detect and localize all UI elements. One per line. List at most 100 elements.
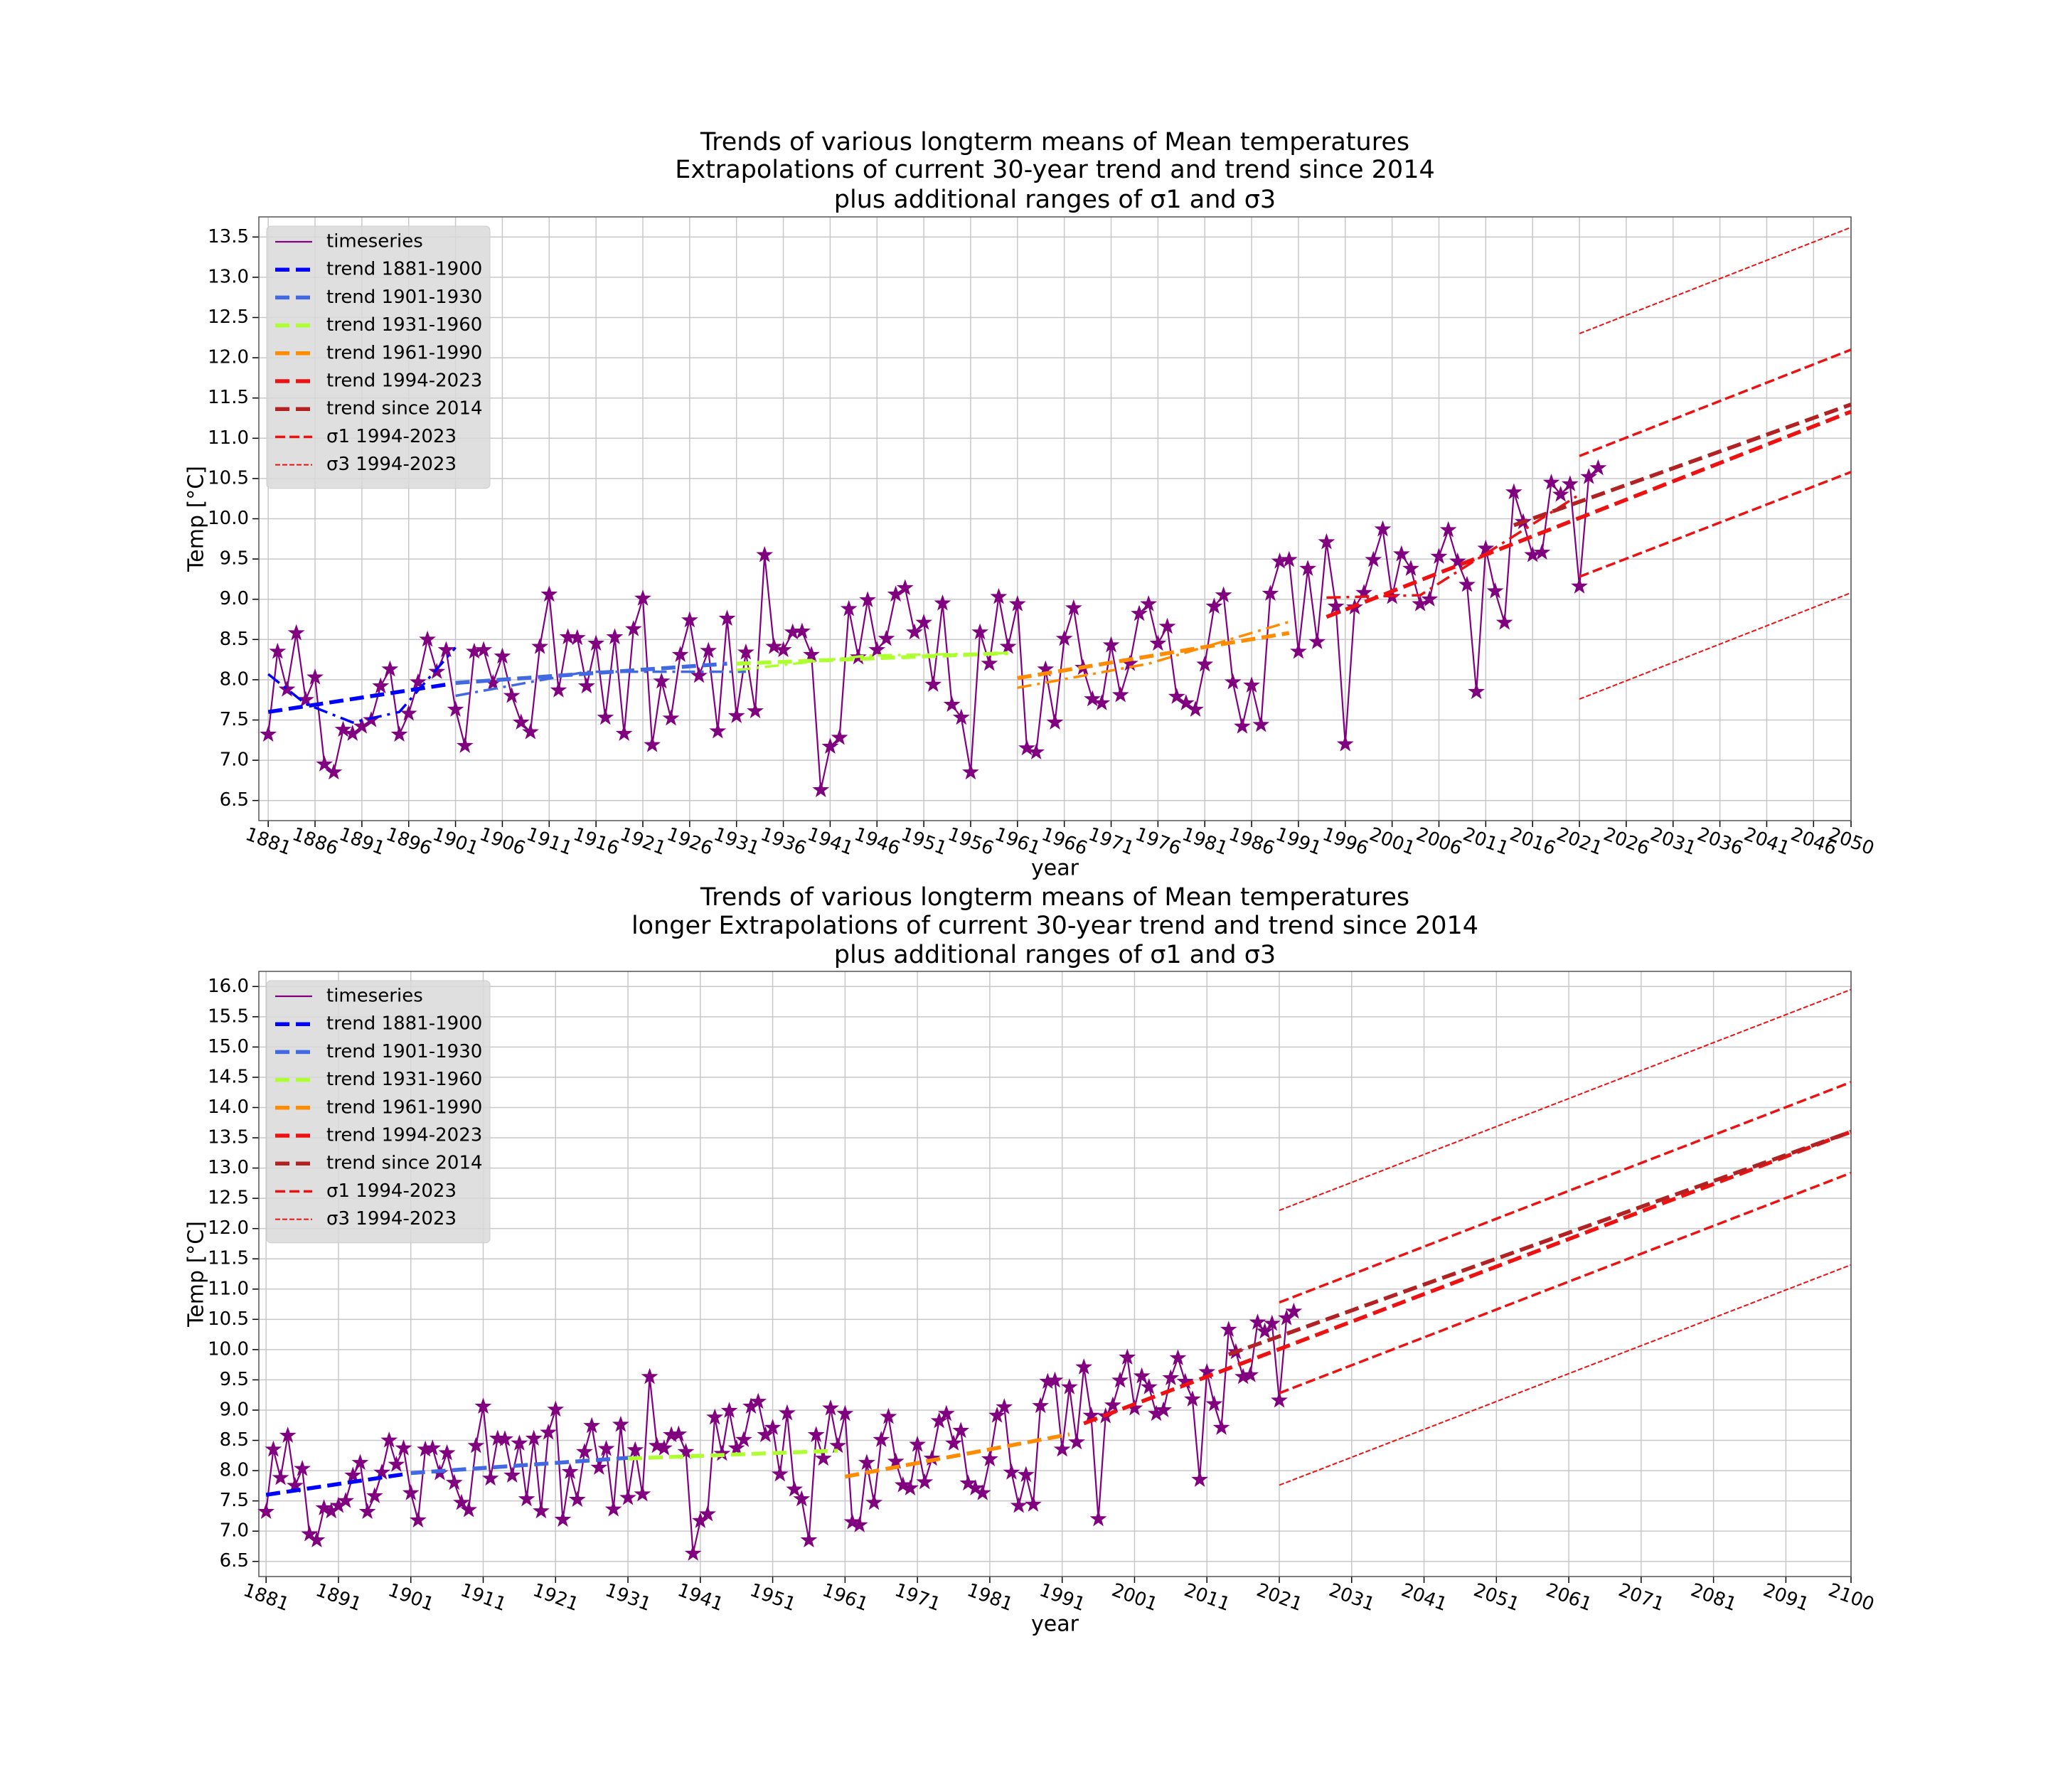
- data-point: [325, 763, 343, 780]
- x-axis-label: year: [1031, 1612, 1079, 1637]
- data-point: [1205, 597, 1223, 614]
- data-point: [334, 720, 352, 737]
- y-tick-label: 15.5: [208, 1006, 249, 1027]
- x-tick-label: 1971: [892, 1579, 943, 1616]
- trend-line: [267, 646, 457, 724]
- data-point: [1140, 1378, 1158, 1394]
- data-point: [727, 1439, 745, 1456]
- x-tick-label: 2100: [1825, 1579, 1877, 1616]
- data-point: [1412, 594, 1429, 612]
- data-point: [999, 637, 1017, 654]
- data-point: [424, 1439, 442, 1456]
- x-tick-label: 1911: [457, 1579, 508, 1616]
- y-tick-label: 12.0: [208, 1217, 249, 1239]
- trend-line: [1279, 988, 1852, 1212]
- y-tick-label: 9.0: [220, 588, 249, 609]
- legend-label: trend 1994-2023: [326, 370, 482, 392]
- y-tick-label: 13.5: [208, 1127, 249, 1148]
- x-tick-label: 2041: [1741, 823, 1792, 860]
- x-tick-label: 2001: [1367, 823, 1418, 860]
- data-point: [1533, 543, 1551, 560]
- data-point: [337, 1492, 355, 1508]
- data-point: [1234, 718, 1251, 734]
- data-point: [952, 708, 970, 725]
- data-point: [1280, 550, 1298, 567]
- data-point: [1308, 633, 1326, 649]
- data-point: [1365, 550, 1382, 567]
- trend-line: [1083, 1129, 1852, 1426]
- data-point: [1158, 617, 1176, 634]
- data-point: [559, 628, 577, 645]
- data-point: [437, 641, 455, 658]
- x-tick-label: 1926: [664, 823, 715, 860]
- x-tick-label: 2016: [1507, 823, 1558, 860]
- data-point: [1196, 655, 1214, 672]
- trend-line: [736, 651, 1008, 666]
- x-tick-label: 2021: [1254, 1579, 1305, 1616]
- data-point: [597, 708, 614, 725]
- data-point: [1055, 629, 1073, 646]
- x-tick-label: 1921: [530, 1579, 581, 1616]
- data-point: [793, 622, 811, 639]
- data-point: [671, 646, 689, 662]
- legend: timeseries trend 1881-1900 trend 1901-1930…: [266, 980, 491, 1244]
- legend-label: σ1 1994-2023: [326, 426, 457, 447]
- data-point: [1458, 575, 1476, 592]
- data-point: [547, 1400, 565, 1417]
- data-point: [1468, 683, 1486, 700]
- data-point: [807, 1426, 825, 1443]
- data-point: [1162, 1369, 1180, 1386]
- data-point: [764, 1419, 782, 1435]
- data-point: [597, 1439, 615, 1456]
- legend-label: timeseries: [326, 231, 423, 252]
- y-tick-label: 9.5: [220, 1369, 249, 1390]
- legend-label: trend since 2014: [326, 398, 483, 420]
- data-point: [831, 728, 848, 745]
- x-tick-label: 1951: [747, 1579, 799, 1616]
- data-point: [896, 579, 914, 596]
- data-point: [1025, 1495, 1042, 1512]
- data-point: [822, 1399, 839, 1416]
- data-point: [878, 629, 895, 646]
- trend-line: [1326, 410, 1852, 619]
- data-point: [706, 1408, 724, 1425]
- x-tick-label: 2001: [1109, 1579, 1160, 1616]
- data-point: [381, 660, 399, 677]
- data-point: [554, 1510, 572, 1527]
- data-point: [373, 1463, 390, 1480]
- data-point: [301, 1525, 319, 1542]
- data-point: [522, 722, 539, 740]
- data-point: [400, 704, 417, 721]
- y-axis-label: Temp [°C]: [184, 1221, 209, 1328]
- data-point: [1299, 560, 1317, 576]
- y-tick-label: 14.5: [208, 1066, 249, 1087]
- legend-box: [266, 980, 491, 1244]
- chart-title: Extrapolations of current 30-year trend …: [675, 156, 1435, 184]
- legend-label: trend 1931-1960: [326, 314, 482, 336]
- legend-label: σ3 1994-2023: [326, 1208, 457, 1230]
- legend-label: σ3 1994-2023: [326, 454, 457, 475]
- data-point: [959, 1474, 977, 1491]
- data-point: [428, 663, 446, 679]
- data-point: [906, 623, 923, 640]
- data-point: [1561, 475, 1579, 491]
- data-point: [409, 673, 427, 690]
- data-point: [257, 1503, 275, 1520]
- data-point: [720, 1402, 738, 1418]
- data-point: [1133, 1367, 1151, 1384]
- data-point: [294, 1459, 311, 1476]
- data-point: [868, 641, 886, 658]
- data-point: [578, 677, 595, 694]
- data-point: [757, 1426, 774, 1443]
- data-point: [1421, 590, 1439, 607]
- trend-line: [1326, 494, 1581, 599]
- legend-box: [266, 225, 491, 489]
- data-point: [315, 1499, 333, 1515]
- data-point: [1542, 474, 1560, 490]
- data-point: [540, 585, 558, 602]
- data-point: [503, 686, 521, 703]
- data-point: [438, 1444, 456, 1461]
- data-point: [419, 630, 436, 647]
- trend-line: [455, 670, 746, 698]
- x-tick-label: 1906: [476, 823, 528, 860]
